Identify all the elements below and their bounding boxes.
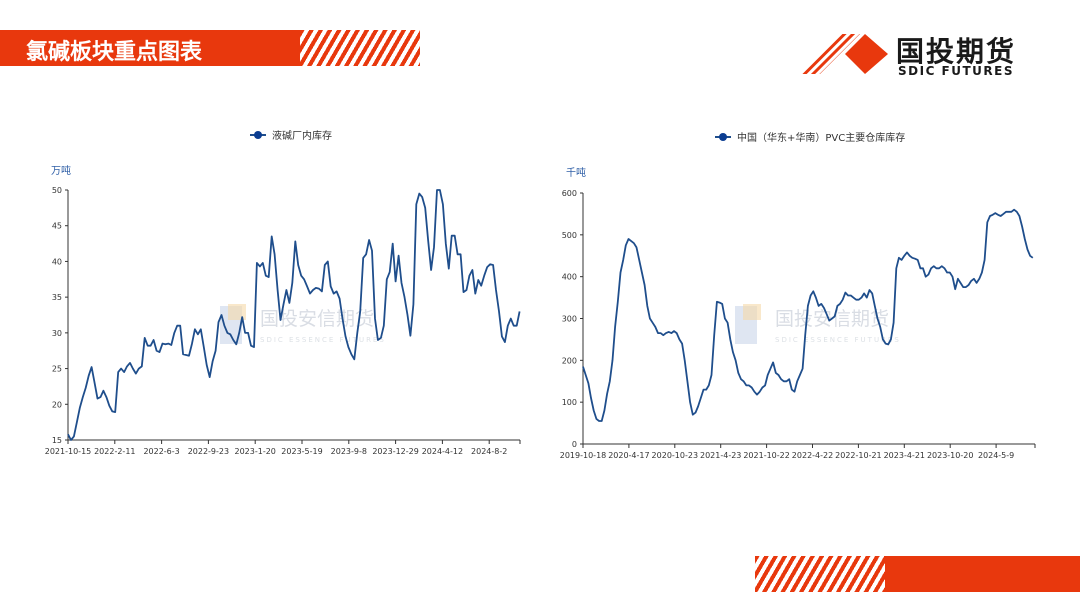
- y-tick-label: 30: [52, 329, 62, 338]
- watermark-text-cn: 国投安信期货: [260, 308, 374, 330]
- watermark-text-en: SDIC ESSENCE FUTURES: [260, 336, 386, 344]
- y-axis-unit: 万吨: [51, 164, 71, 177]
- y-tick-label: 50: [52, 186, 62, 195]
- y-tick-label: 35: [52, 293, 62, 302]
- x-tick-label: 2023-9-8: [331, 447, 367, 456]
- legend-label: 中国（华东+华南）PVC主要仓库库存: [737, 131, 905, 144]
- x-tick-label: 2021-4-23: [700, 451, 741, 460]
- logo: 国投期货 SDIC FUTURES: [800, 30, 1040, 80]
- series-line: [67, 189, 521, 441]
- x-tick-label: 2022-10-21: [835, 451, 882, 460]
- legend-label: 液碱厂内库存: [272, 129, 332, 142]
- logo-text-en: SDIC FUTURES: [898, 64, 1015, 78]
- x-tick-label: 2021-10-15: [45, 447, 92, 456]
- watermark-text-en: SDIC ESSENCE FUTURES: [775, 336, 901, 344]
- y-tick-label: 300: [562, 315, 577, 324]
- x-tick-label: 2023-10-20: [927, 451, 974, 460]
- y-tick-label: 0: [572, 440, 577, 449]
- x-tick-label: 2019-10-18: [560, 451, 607, 460]
- y-tick-label: 20: [52, 400, 62, 409]
- page-title: 氯碱板块重点图表: [26, 40, 203, 65]
- y-tick-label: 25: [52, 365, 62, 374]
- x-tick-label: 2023-5-19: [281, 447, 322, 456]
- watermark-icon-accent: [743, 304, 761, 320]
- series-line: [582, 208, 1034, 422]
- x-tick-label: 2022-2-11: [94, 447, 135, 456]
- x-tick-label: 2021-10-22: [743, 451, 790, 460]
- x-tick-label: 2022-6-3: [143, 447, 179, 456]
- y-tick-label: 40: [52, 257, 62, 266]
- logo-mark-icon: [800, 34, 888, 74]
- header-bar: [0, 30, 330, 66]
- y-tick-label: 15: [52, 436, 62, 445]
- y-tick-label: 45: [52, 222, 62, 231]
- x-tick-label: 2024-8-2: [471, 447, 507, 456]
- x-tick-label: 2023-12-29: [372, 447, 419, 456]
- x-tick-label: 2023-4-21: [884, 451, 925, 460]
- y-tick-label: 200: [562, 356, 577, 365]
- x-tick-label: 2024-4-12: [422, 447, 463, 456]
- header-stripes: [300, 30, 420, 66]
- footer-stripes: [755, 556, 885, 592]
- x-tick-label: 2022-9-23: [188, 447, 229, 456]
- x-tick-label: 2020-10-23: [652, 451, 699, 460]
- y-tick-label: 100: [562, 398, 577, 407]
- x-tick-label: 2024-5-9: [978, 451, 1014, 460]
- x-tick-label: 2023-1-20: [234, 447, 275, 456]
- legend-marker-icon: [719, 133, 727, 141]
- x-tick-label: 2020-4-17: [608, 451, 649, 460]
- y-tick-label: 400: [562, 273, 577, 282]
- legend-marker-icon: [254, 131, 262, 139]
- y-tick-label: 600: [562, 189, 577, 198]
- y-tick-label: 500: [562, 231, 577, 240]
- watermark-icon-accent: [228, 304, 246, 320]
- y-axis-unit: 千吨: [566, 166, 586, 179]
- logo-text-cn: 国投期货: [896, 35, 1017, 68]
- x-tick-label: 2022-4-22: [792, 451, 833, 460]
